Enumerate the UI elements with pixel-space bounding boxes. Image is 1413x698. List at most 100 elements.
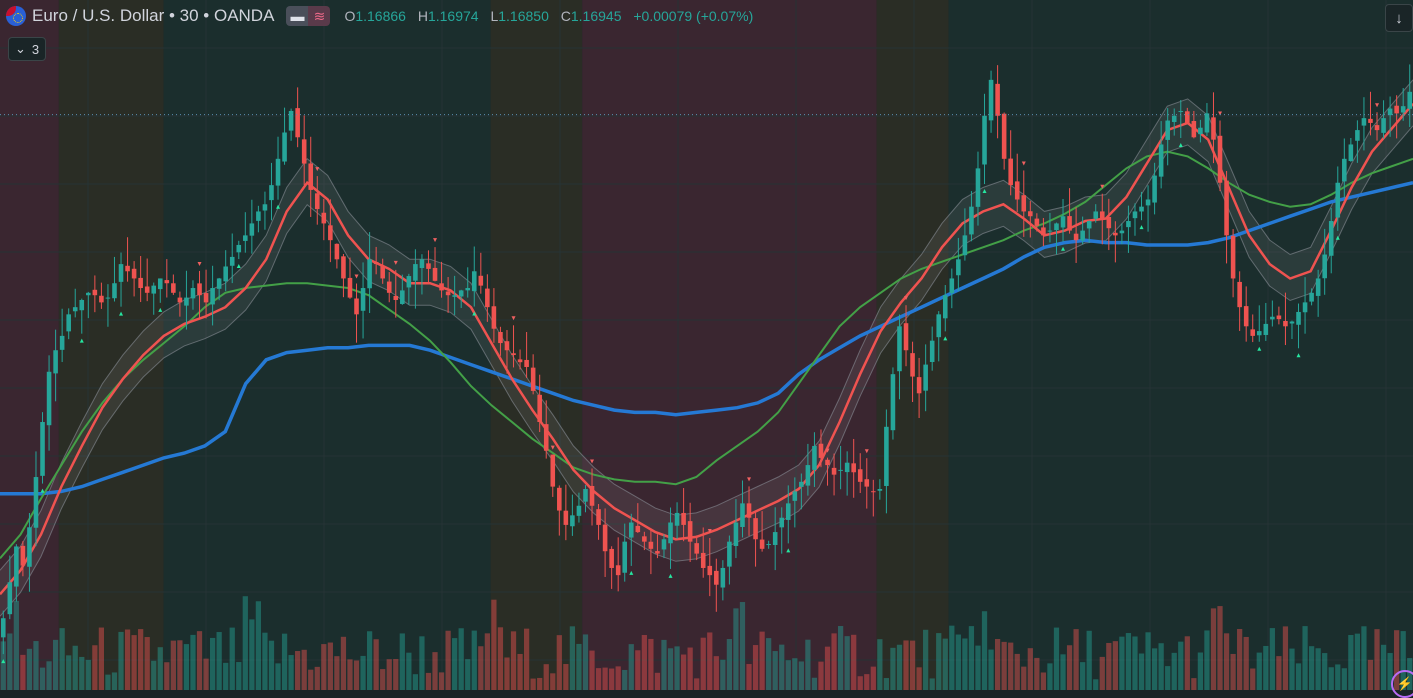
volume-bar xyxy=(713,656,719,690)
volume-bar xyxy=(746,664,752,690)
volume-bar xyxy=(478,646,484,690)
candle-body xyxy=(674,512,680,526)
minus-icon[interactable]: ▬ xyxy=(286,6,309,26)
volume-bar xyxy=(1001,641,1007,690)
volume-bar xyxy=(909,640,916,690)
volume-bar xyxy=(340,636,347,690)
candle-body xyxy=(197,283,202,296)
volume-bar xyxy=(811,677,818,690)
candle-body xyxy=(1381,118,1386,133)
candle-body xyxy=(596,509,601,525)
candle-body xyxy=(851,463,856,473)
volume-bar xyxy=(92,645,98,690)
candle-body xyxy=(1270,316,1275,320)
volume-bar xyxy=(779,644,785,690)
volume-bar xyxy=(1250,668,1256,690)
candle-body xyxy=(1126,221,1131,228)
candle-body xyxy=(903,323,909,351)
legend-toggle-button[interactable]: ⌄ 3 xyxy=(8,37,47,61)
volume-bar xyxy=(988,649,994,690)
candle-body xyxy=(537,394,542,423)
candle-body xyxy=(125,265,130,272)
volume-bar xyxy=(844,636,850,690)
candle-body xyxy=(295,108,300,138)
volume-bar xyxy=(196,631,203,690)
volume-bar xyxy=(1394,630,1400,690)
candle-body xyxy=(1204,113,1210,133)
volume-bar xyxy=(1021,666,1027,690)
sell-marker xyxy=(904,296,909,301)
symbol-title[interactable]: Euro / U.S. Dollar • 30 • OANDA xyxy=(32,6,275,25)
volume-bar xyxy=(249,619,255,690)
candle-body xyxy=(1283,320,1288,327)
candle-body xyxy=(400,290,405,304)
candle-body xyxy=(20,545,26,566)
candle-body xyxy=(458,290,464,297)
buy-marker xyxy=(1,659,6,664)
lightning-icon[interactable]: ⚡ xyxy=(1391,670,1413,698)
volume-bar xyxy=(203,658,209,690)
candle-body xyxy=(929,340,935,363)
candle-body xyxy=(66,314,71,332)
volume-bar xyxy=(1125,633,1132,690)
volume-bar xyxy=(432,652,438,690)
wave-icon[interactable]: ≋ xyxy=(308,6,331,26)
chevron-down-icon: ⌄ xyxy=(15,41,26,56)
candle-body xyxy=(563,510,569,525)
volume-bar xyxy=(805,639,811,690)
volume-bar xyxy=(20,654,26,690)
candle-body xyxy=(1230,235,1236,279)
candle-body xyxy=(642,536,647,542)
volume-bar xyxy=(1289,648,1295,690)
volume-bar xyxy=(393,659,399,690)
ema-slow-line xyxy=(0,180,1413,496)
candle-body xyxy=(897,326,902,372)
candle-body xyxy=(766,544,771,546)
candle-body xyxy=(785,503,791,520)
close-value: 1.16945 xyxy=(570,8,622,24)
volume-bar xyxy=(445,630,451,690)
volume-bar xyxy=(1040,672,1047,690)
buy-marker xyxy=(1257,346,1262,351)
volume-bar xyxy=(1165,666,1171,690)
candle-body xyxy=(648,541,654,549)
volume-bar xyxy=(308,669,314,690)
volume-bar xyxy=(327,642,333,690)
indicator-pill[interactable]: ▬ ≋ xyxy=(286,6,331,26)
candle-body xyxy=(910,353,915,377)
volume-bar xyxy=(301,649,307,690)
candle-body xyxy=(46,371,52,426)
volume-bar xyxy=(491,599,497,690)
candle-body xyxy=(969,206,974,235)
candle-body xyxy=(1394,105,1399,114)
candle-body xyxy=(504,341,510,351)
volume-bar xyxy=(229,627,235,690)
candle-body xyxy=(949,278,955,294)
volume-bar xyxy=(425,672,432,690)
candle-body xyxy=(1224,180,1229,236)
candle-body xyxy=(1198,127,1203,135)
session-asia xyxy=(582,0,877,690)
candle-body xyxy=(491,306,497,329)
candle-body xyxy=(308,163,314,190)
candle-body xyxy=(740,503,745,527)
candle-body xyxy=(1132,211,1138,219)
volume-bar xyxy=(1073,629,1079,690)
volume-bar xyxy=(641,635,647,690)
candle-body xyxy=(1289,321,1295,324)
candle-body xyxy=(655,551,660,554)
candle-body xyxy=(956,259,961,276)
candle-body xyxy=(1250,329,1256,336)
sell-marker xyxy=(550,445,555,450)
buy-marker xyxy=(629,570,634,575)
candle-body xyxy=(1021,195,1027,212)
volume-bar xyxy=(138,629,144,690)
candle-body xyxy=(1113,232,1118,236)
candle-body xyxy=(942,295,948,319)
candle-body xyxy=(962,235,968,256)
volume-bar xyxy=(615,666,621,690)
volume-bar xyxy=(452,638,458,690)
scroll-to-realtime-button[interactable]: ↓ xyxy=(1385,4,1413,32)
candle-body xyxy=(923,364,928,391)
